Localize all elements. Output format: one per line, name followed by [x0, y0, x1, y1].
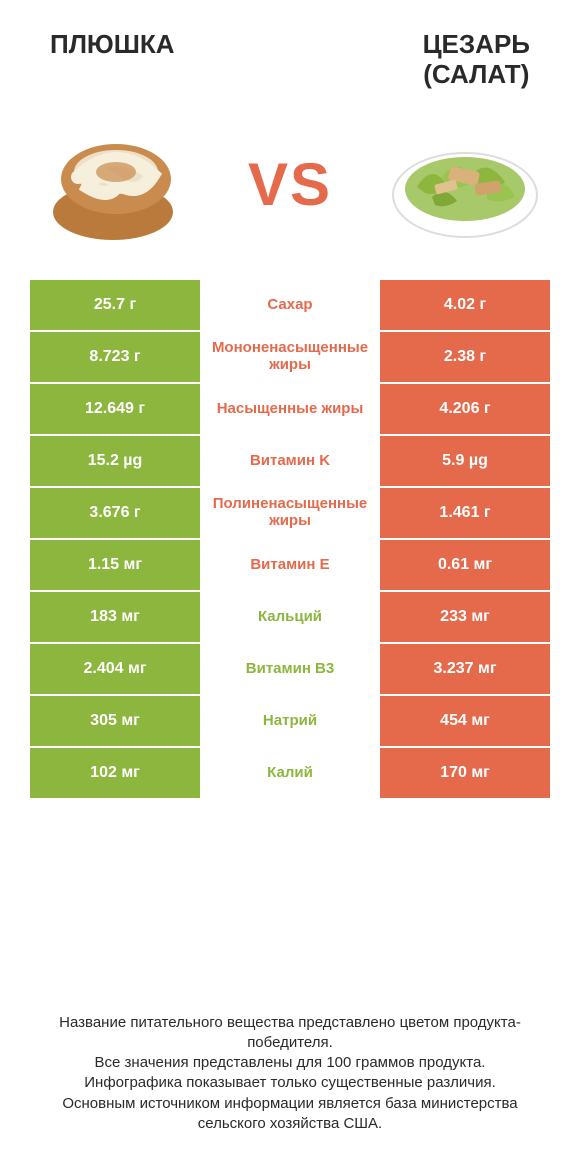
- value-right: 4.02 г: [380, 280, 550, 330]
- footer-line: Все значения представлены для 100 граммо…: [30, 1053, 550, 1073]
- table-row: 102 мгКалий170 мг: [30, 748, 550, 800]
- dish-left: [30, 120, 200, 250]
- value-right: 3.237 мг: [380, 644, 550, 694]
- nutrient-label: Сахар: [200, 280, 380, 330]
- value-left: 305 мг: [30, 696, 200, 746]
- vs-label: VS: [248, 150, 332, 219]
- table-row: 183 мгКальций233 мг: [30, 592, 550, 644]
- header: ПЛЮШКА ЦЕЗАРЬ (САЛАТ): [0, 0, 580, 100]
- cinnamon-bun-icon: [38, 127, 193, 242]
- value-left: 102 мг: [30, 748, 200, 798]
- table-row: 1.15 мгВитамин E0.61 мг: [30, 540, 550, 592]
- nutrient-table: 25.7 гСахар4.02 г8.723 гМононенасыщенные…: [30, 280, 550, 800]
- title-left: ПЛЮШКА: [50, 30, 175, 90]
- vs-row: VS: [0, 110, 580, 270]
- value-left: 2.404 мг: [30, 644, 200, 694]
- footer-line: Основным источником информации является …: [30, 1094, 550, 1135]
- nutrient-label: Витамин E: [200, 540, 380, 590]
- value-right: 4.206 г: [380, 384, 550, 434]
- nutrient-label: Полиненасыщенные жиры: [200, 488, 380, 538]
- value-left: 183 мг: [30, 592, 200, 642]
- table-row: 25.7 гСахар4.02 г: [30, 280, 550, 332]
- value-right: 0.61 мг: [380, 540, 550, 590]
- salad-icon: [387, 127, 542, 242]
- title-right-line2: (САЛАТ): [423, 59, 529, 89]
- footer-line: Инфографика показывает только существенн…: [30, 1073, 550, 1093]
- table-row: 8.723 гМононенасыщенные жиры2.38 г: [30, 332, 550, 384]
- value-left: 25.7 г: [30, 280, 200, 330]
- table-row: 15.2 µgВитамин K5.9 µg: [30, 436, 550, 488]
- value-left: 15.2 µg: [30, 436, 200, 486]
- value-right: 2.38 г: [380, 332, 550, 382]
- table-row: 305 мгНатрий454 мг: [30, 696, 550, 748]
- value-right: 454 мг: [380, 696, 550, 746]
- value-left: 3.676 г: [30, 488, 200, 538]
- footer-notes: Название питательного вещества представл…: [30, 1013, 550, 1135]
- table-row: 3.676 гПолиненасыщенные жиры1.461 г: [30, 488, 550, 540]
- value-left: 8.723 г: [30, 332, 200, 382]
- table-row: 2.404 мгВитамин B33.237 мг: [30, 644, 550, 696]
- nutrient-label: Витамин B3: [200, 644, 380, 694]
- title-right-line1: ЦЕЗАРЬ: [423, 29, 530, 59]
- value-left: 12.649 г: [30, 384, 200, 434]
- nutrient-label: Витамин K: [200, 436, 380, 486]
- value-right: 233 мг: [380, 592, 550, 642]
- value-right: 170 мг: [380, 748, 550, 798]
- value-right: 1.461 г: [380, 488, 550, 538]
- footer-line: Название питательного вещества представл…: [30, 1013, 550, 1054]
- value-left: 1.15 мг: [30, 540, 200, 590]
- nutrient-label: Кальций: [200, 592, 380, 642]
- nutrient-label: Калий: [200, 748, 380, 798]
- table-row: 12.649 гНасыщенные жиры4.206 г: [30, 384, 550, 436]
- nutrient-label: Насыщенные жиры: [200, 384, 380, 434]
- nutrient-label: Натрий: [200, 696, 380, 746]
- dish-right: [380, 120, 550, 250]
- nutrient-label: Мононенасыщенные жиры: [200, 332, 380, 382]
- value-right: 5.9 µg: [380, 436, 550, 486]
- title-right: ЦЕЗАРЬ (САЛАТ): [423, 30, 530, 90]
